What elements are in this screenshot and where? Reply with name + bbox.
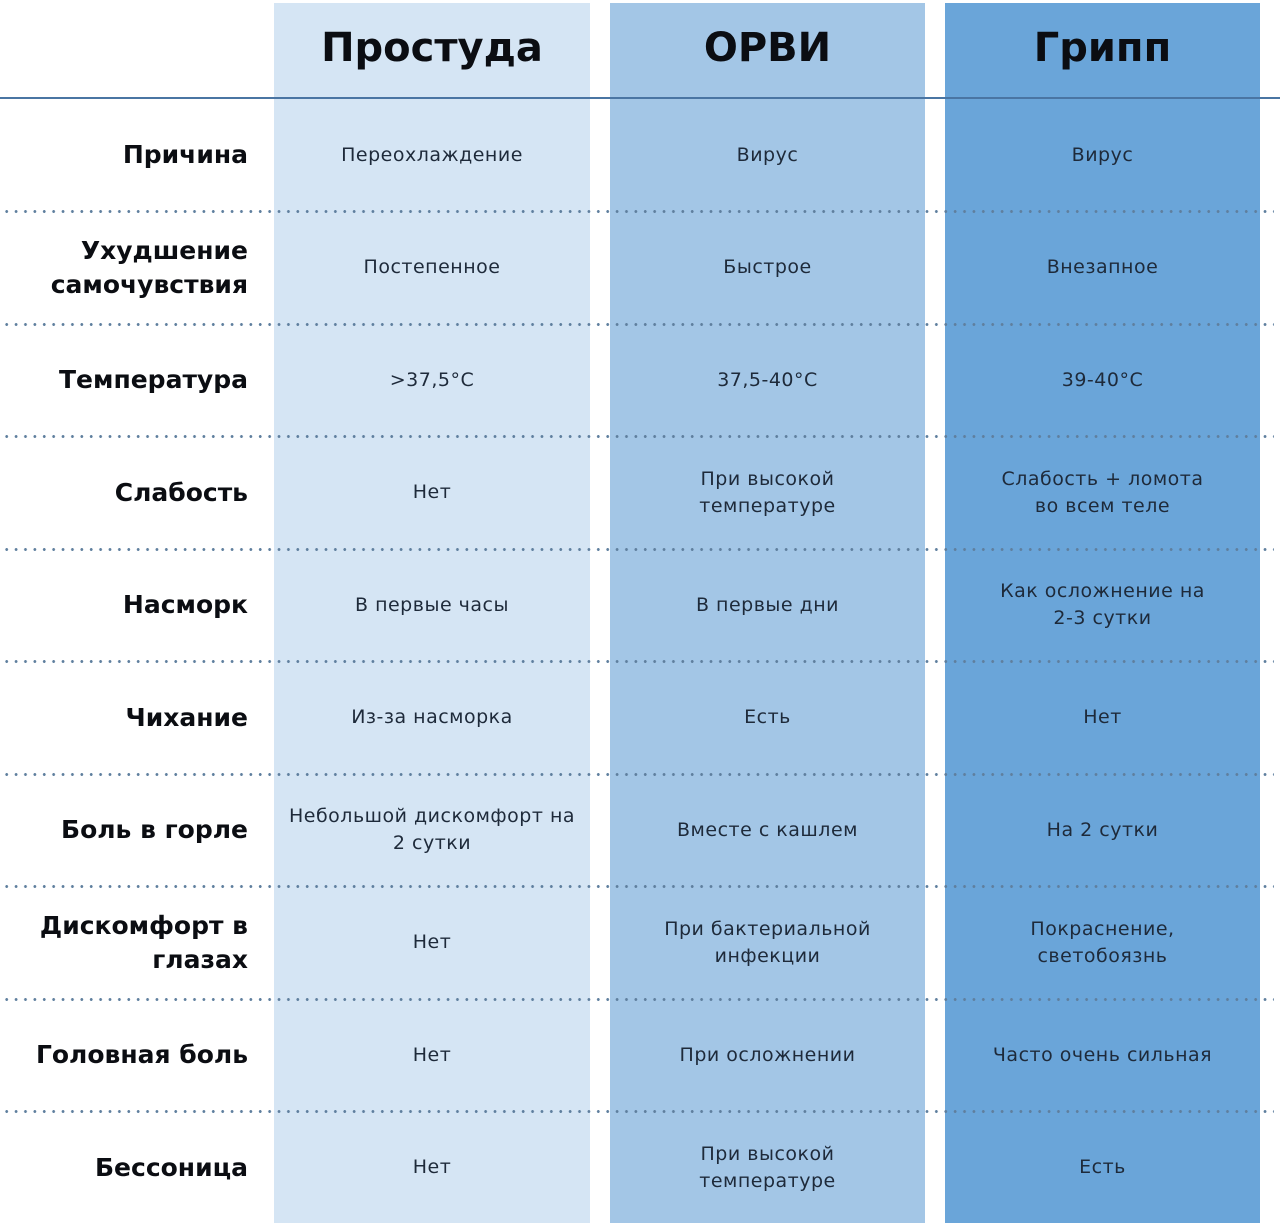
table-cell: При бактериальной инфекции bbox=[610, 887, 925, 1000]
table-cell: >37,5°C bbox=[274, 324, 590, 437]
table-row: Температура >37,5°C 37,5-40°C 39-40°C bbox=[0, 324, 1280, 437]
table-row: Ухудшение самочувствия Постепенное Быстрое… bbox=[0, 212, 1280, 325]
cell-text: Из-за насморка bbox=[351, 704, 513, 731]
cell-text: В первые часы bbox=[355, 592, 509, 619]
table-cell: В первые часы bbox=[274, 549, 590, 662]
row-label: Ухудшение самочувствия bbox=[0, 212, 248, 325]
row-label: Бессоница bbox=[0, 1112, 248, 1224]
cell-text: 39-40°C bbox=[1062, 367, 1143, 394]
table-row: Насморк В первые часы В первые дни Как осло… bbox=[0, 549, 1280, 662]
table-cell: Из-за насморка bbox=[274, 662, 590, 775]
cell-text: При высокой температуре bbox=[653, 1141, 883, 1195]
table-row: Слабость Нет При высокой температуре Слабос… bbox=[0, 437, 1280, 550]
table-cell: Переохлаждение bbox=[274, 99, 590, 212]
row-label-text: Температура bbox=[59, 363, 248, 397]
row-label-text: Бессоница bbox=[95, 1151, 248, 1185]
table-row: Чихание Из-за насморка Есть Нет bbox=[0, 662, 1280, 775]
cell-text: Переохлаждение bbox=[341, 142, 523, 169]
row-label: Дискомфорт в глазах bbox=[0, 887, 248, 1000]
table-row: Головная боль Нет При осложнении Часто очен… bbox=[0, 999, 1280, 1112]
row-label: Боль в горле bbox=[0, 774, 248, 887]
row-label-text: Ухудшение самочувствия bbox=[18, 234, 248, 302]
table-cell: Постепенное bbox=[274, 212, 590, 325]
table-cell: Вместе с кашлем bbox=[610, 774, 925, 887]
table-cell: Нет bbox=[274, 999, 590, 1112]
cell-text: Нет bbox=[413, 479, 452, 506]
row-label: Причина bbox=[0, 99, 248, 212]
table-cell: Вирус bbox=[610, 99, 925, 212]
table-cell: В первые дни bbox=[610, 549, 925, 662]
cell-text: Вирус bbox=[1072, 142, 1134, 169]
row-label-text: Слабость bbox=[115, 476, 248, 510]
table-cell: Как осложнение на 2-3 сутки bbox=[945, 549, 1260, 662]
column-header: ОРВИ bbox=[610, 0, 925, 96]
table-cell: Внезапное bbox=[945, 212, 1260, 325]
table-cell: Быстрое bbox=[610, 212, 925, 325]
column-header: Простуда bbox=[274, 0, 590, 96]
row-label-text: Головная боль bbox=[36, 1038, 248, 1072]
table-cell: Слабость + ломота во всем теле bbox=[945, 437, 1260, 550]
table-cell: При высокой температуре bbox=[610, 437, 925, 550]
cell-text: Нет bbox=[413, 929, 452, 956]
cell-text: Внезапное bbox=[1047, 254, 1159, 281]
cell-text: Слабость + ломота во всем теле bbox=[988, 466, 1218, 520]
table-cell: Есть bbox=[610, 662, 925, 775]
cell-text: >37,5°C bbox=[390, 367, 475, 394]
table-cell: Есть bbox=[945, 1112, 1260, 1224]
row-label: Насморк bbox=[0, 549, 248, 662]
table-cell: Нет bbox=[274, 1112, 590, 1224]
cell-text: Есть bbox=[744, 704, 791, 731]
table-cell: При осложнении bbox=[610, 999, 925, 1112]
cell-text: Постепенное bbox=[364, 254, 501, 281]
row-label-text: Чихание bbox=[126, 701, 248, 735]
cell-text: В первые дни bbox=[696, 592, 839, 619]
cell-text: Вирус bbox=[737, 142, 799, 169]
table-cell: Небольшой дискомфорт на 2 сутки bbox=[274, 774, 590, 887]
cell-text: Вместе с кашлем bbox=[677, 817, 858, 844]
cell-text: Нет bbox=[413, 1154, 452, 1181]
row-label: Температура bbox=[0, 324, 248, 437]
table-cell: Часто очень сильная bbox=[945, 999, 1260, 1112]
table-row: Боль в горле Небольшой дискомфорт на 2 су… bbox=[0, 774, 1280, 887]
table-cell: На 2 сутки bbox=[945, 774, 1260, 887]
table-cell: Нет bbox=[945, 662, 1260, 775]
cell-text: При высокой температуре bbox=[653, 466, 883, 520]
table-cell: 37,5-40°C bbox=[610, 324, 925, 437]
row-label: Чихание bbox=[0, 662, 248, 775]
cell-text: На 2 сутки bbox=[1047, 817, 1159, 844]
table-cell: Покраснение, светобоязнь bbox=[945, 887, 1260, 1000]
row-label-text: Насморк bbox=[123, 588, 248, 622]
cell-text: При бактериальной инфекции bbox=[653, 916, 883, 970]
table-row: Причина Переохлаждение Вирус Вирус bbox=[0, 99, 1280, 212]
table-cell: Вирус bbox=[945, 99, 1260, 212]
table-cell: При высокой температуре bbox=[610, 1112, 925, 1224]
cell-text: Покраснение, светобоязнь bbox=[988, 916, 1218, 970]
row-label: Слабость bbox=[0, 437, 248, 550]
cell-text: Нет bbox=[413, 1042, 452, 1069]
table-cell: Нет bbox=[274, 437, 590, 550]
table-cell: Нет bbox=[274, 887, 590, 1000]
cell-text: При осложнении bbox=[680, 1042, 856, 1069]
cell-text: Есть bbox=[1079, 1154, 1126, 1181]
cell-text: Небольшой дискомфорт на 2 сутки bbox=[282, 803, 582, 857]
row-label-text: Боль в горле bbox=[61, 813, 248, 847]
cell-text: Нет bbox=[1083, 704, 1122, 731]
table-cell: 39-40°C bbox=[945, 324, 1260, 437]
table-row: Бессоница Нет При высокой температуре Есть bbox=[0, 1112, 1280, 1224]
table-row: Дискомфорт в глазах Нет При бактериальной … bbox=[0, 887, 1280, 1000]
cell-text: 37,5-40°C bbox=[717, 367, 818, 394]
cell-text: Быстрое bbox=[723, 254, 811, 281]
cell-text: Часто очень сильная bbox=[993, 1042, 1212, 1069]
row-label-text: Дискомфорт в глазах bbox=[18, 909, 248, 977]
row-label-text: Причина bbox=[123, 138, 248, 172]
column-header: Грипп bbox=[945, 0, 1260, 96]
cell-text: Как осложнение на 2-3 сутки bbox=[988, 578, 1218, 632]
row-label: Головная боль bbox=[0, 999, 248, 1112]
